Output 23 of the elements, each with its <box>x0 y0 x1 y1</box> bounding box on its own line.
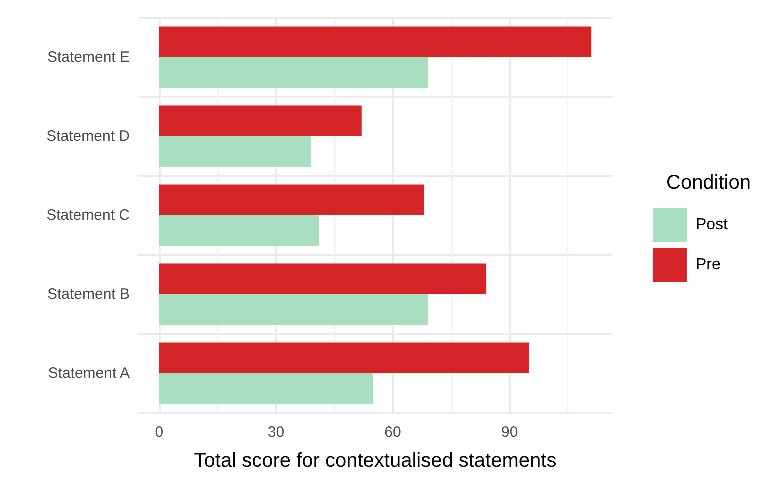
bar <box>159 294 428 326</box>
x-axis-title: Total score for contextualised statements <box>194 450 557 472</box>
bar <box>159 26 592 58</box>
bar <box>159 342 530 374</box>
y-tick-label: Statement A <box>48 365 130 382</box>
x-tick-label: 30 <box>268 424 285 441</box>
y-tick-label: Statement B <box>47 286 130 303</box>
legend-label: Post <box>696 216 729 234</box>
legend-title: Condition <box>666 172 752 194</box>
x-tick-label: 0 <box>155 424 164 441</box>
bar <box>159 106 362 136</box>
bar <box>159 184 424 216</box>
y-tick-label: Statement C <box>46 207 130 224</box>
y-tick-label: Statement D <box>46 128 130 145</box>
legend-label: Pre <box>696 256 721 274</box>
x-tick-label: 60 <box>384 424 402 441</box>
bar <box>159 136 312 168</box>
bar <box>159 264 486 294</box>
bar <box>159 216 320 246</box>
y-tick-label: Statement E <box>47 49 130 66</box>
x-tick-label: 90 <box>501 424 518 441</box>
bar <box>159 58 428 88</box>
bar <box>159 374 374 404</box>
